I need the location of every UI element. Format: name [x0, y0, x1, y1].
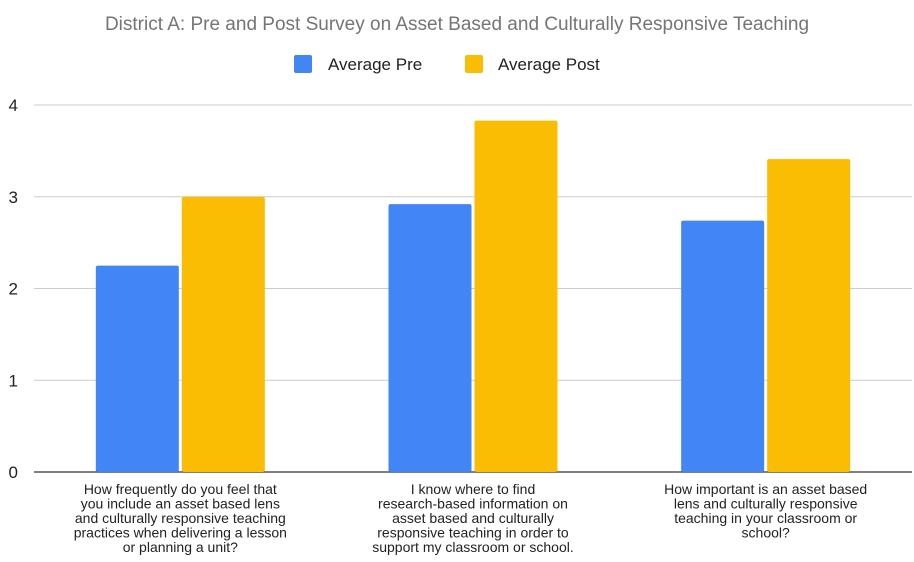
- y-tick-label-2: 2: [9, 280, 18, 299]
- x-tick-label-line: teaching in your classroom or: [674, 510, 857, 526]
- bar-post-2: [474, 120, 558, 472]
- x-tick-label-line: practices when delivering a lesson: [74, 525, 287, 541]
- x-tick-label-line: support my classroom or school.: [372, 539, 574, 555]
- x-tick-label-line: How important is an asset based: [664, 481, 867, 497]
- x-tick-label-line: I know where to find: [411, 481, 536, 497]
- y-tick-label-4: 4: [9, 96, 18, 115]
- x-tick-label-line: or planning a unit?: [123, 539, 238, 555]
- x-tick-label-line: research-based information on: [378, 496, 568, 512]
- x-tick-label-line: you include an asset based lens: [81, 496, 280, 512]
- bars: [95, 120, 851, 472]
- x-tick-label-line: responsive teaching in order to: [377, 525, 569, 541]
- x-tick-label-line: and culturally responsive teaching: [75, 510, 286, 526]
- y-tick-label-3: 3: [9, 188, 18, 207]
- bar-pre-1: [95, 265, 179, 472]
- x-tick-label-line: asset based and culturally: [392, 510, 554, 526]
- legend-label-2: Average Post: [498, 55, 600, 74]
- chart-title: District A: Pre and Post Survey on Asset…: [105, 14, 809, 35]
- legend-swatch-1: [294, 55, 312, 73]
- gridlines: [34, 104, 912, 473]
- bar-pre-2: [388, 204, 472, 472]
- legend-label-1: Average Pre: [328, 55, 422, 74]
- y-tick-label-0: 0: [9, 463, 18, 482]
- bar-post-3: [767, 159, 851, 472]
- x-tick-label-line: lens and culturally responsive: [674, 496, 858, 512]
- x-tick-label-line: How frequently do you feel that: [84, 481, 277, 497]
- bar-pre-3: [681, 220, 765, 472]
- x-tick-label-line: school?: [742, 525, 790, 541]
- legend: Average Pre Average Post: [294, 55, 600, 74]
- legend-swatch-2: [465, 55, 483, 73]
- y-tick-label-1: 1: [9, 371, 18, 390]
- bar-post-1: [181, 196, 265, 472]
- y-axis-ticks: 0 1 2 3 4: [9, 96, 18, 482]
